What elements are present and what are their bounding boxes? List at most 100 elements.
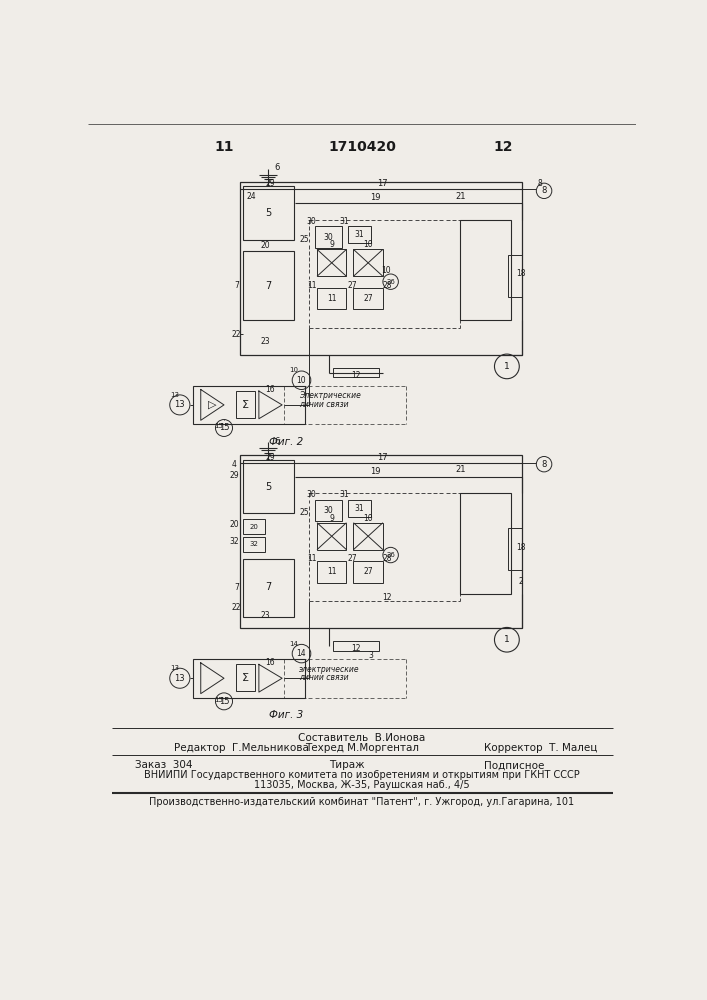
Text: 9: 9: [329, 514, 334, 523]
Text: 15: 15: [218, 424, 229, 432]
Text: 30: 30: [323, 233, 333, 242]
Text: 19: 19: [370, 193, 380, 202]
Bar: [508, 528, 522, 570]
Text: Фиг. 3: Фиг. 3: [269, 710, 303, 720]
Text: 27: 27: [363, 294, 373, 303]
Bar: [354, 288, 383, 309]
Bar: [235, 391, 255, 418]
Text: 17: 17: [378, 453, 388, 462]
Bar: [317, 288, 346, 309]
Text: 30: 30: [306, 217, 315, 226]
Text: 16: 16: [266, 385, 275, 394]
Text: ▷: ▷: [208, 400, 216, 410]
Text: 29: 29: [229, 471, 239, 480]
Bar: [193, 659, 305, 698]
Text: 21: 21: [455, 192, 466, 201]
Text: 113035, Москва, Ж-35, Раушская наб., 4/5: 113035, Москва, Ж-35, Раушская наб., 4/5: [254, 780, 469, 790]
Text: 20: 20: [260, 241, 270, 250]
Text: 9: 9: [329, 240, 334, 249]
Text: 11: 11: [327, 294, 337, 303]
Text: 32: 32: [229, 537, 239, 546]
Bar: [243, 559, 293, 617]
Bar: [243, 537, 265, 552]
Text: 7: 7: [234, 583, 239, 592]
Text: 23: 23: [260, 337, 270, 346]
Text: Фиг. 2: Фиг. 2: [269, 437, 303, 447]
Text: 21: 21: [455, 465, 466, 474]
Text: 5: 5: [265, 208, 271, 218]
Text: электрические: электрические: [299, 665, 360, 674]
Text: Производственно-издательский комбинат "Патент", г. Ужгород, ул.Гагарина, 101: Производственно-издательский комбинат "П…: [149, 797, 575, 807]
Text: 7: 7: [265, 281, 271, 291]
Text: линии связи: линии связи: [299, 400, 349, 409]
Text: 8: 8: [537, 179, 542, 188]
Text: 18: 18: [516, 543, 525, 552]
Text: 27: 27: [347, 281, 357, 290]
Text: 1: 1: [504, 635, 510, 644]
Text: 28: 28: [382, 554, 392, 563]
Text: 31: 31: [339, 217, 349, 226]
Text: Заказ  304: Заказ 304: [135, 760, 192, 770]
Text: 22: 22: [232, 330, 241, 339]
Text: 26: 26: [386, 552, 395, 558]
Bar: [317, 523, 346, 550]
Text: 13: 13: [170, 392, 180, 398]
Bar: [243, 186, 293, 240]
Text: 20: 20: [229, 520, 239, 529]
Bar: [315, 226, 341, 248]
Text: 18: 18: [516, 269, 525, 278]
Text: 16: 16: [266, 658, 275, 667]
Text: 31: 31: [355, 230, 364, 239]
Text: 30: 30: [306, 490, 315, 499]
Text: 11: 11: [308, 281, 317, 290]
Bar: [460, 493, 510, 594]
Text: 14: 14: [289, 641, 298, 647]
Text: Σ: Σ: [241, 673, 248, 683]
Text: 24: 24: [247, 192, 256, 201]
Bar: [317, 249, 346, 276]
Bar: [315, 500, 341, 521]
Text: 8: 8: [542, 186, 547, 195]
Text: 1: 1: [504, 362, 510, 371]
Bar: [354, 249, 383, 276]
Text: 25: 25: [299, 508, 309, 517]
Text: 19: 19: [370, 467, 380, 476]
Bar: [354, 523, 383, 550]
Text: 11: 11: [308, 554, 317, 563]
Text: 20: 20: [250, 524, 259, 530]
Bar: [235, 664, 255, 691]
Text: 2: 2: [518, 578, 523, 586]
Text: 12: 12: [351, 371, 361, 380]
Text: Составитель  В.Ионова: Составитель В.Ионова: [298, 733, 426, 743]
Text: 1710420: 1710420: [328, 140, 396, 154]
Text: 25: 25: [299, 235, 309, 244]
Bar: [348, 226, 371, 243]
Text: 12: 12: [382, 593, 392, 602]
Text: 10: 10: [297, 376, 306, 385]
Text: 11: 11: [214, 140, 234, 154]
Text: Σ: Σ: [241, 400, 248, 410]
Text: 7: 7: [265, 582, 271, 592]
Bar: [460, 220, 510, 320]
Text: 11: 11: [327, 567, 337, 576]
Text: 31: 31: [339, 490, 349, 499]
Text: 3: 3: [369, 651, 374, 660]
Text: 6: 6: [274, 163, 279, 172]
Text: 17: 17: [378, 179, 388, 188]
Text: Тираж: Тираж: [329, 760, 364, 770]
Text: ВНИИПИ Государственного комитета по изобретениям и открытиям при ГКНТ СССР: ВНИИПИ Государственного комитета по изоб…: [144, 770, 580, 780]
Text: 14: 14: [297, 649, 306, 658]
Bar: [243, 460, 293, 513]
Bar: [240, 455, 522, 628]
Text: 15: 15: [214, 423, 223, 429]
Bar: [332, 641, 379, 651]
Text: 23: 23: [260, 611, 270, 620]
Text: 30: 30: [323, 506, 333, 515]
Bar: [348, 500, 371, 517]
Text: линии связи: линии связи: [299, 673, 349, 682]
Text: 5: 5: [265, 482, 271, 492]
Text: 4: 4: [232, 460, 237, 469]
Text: 13: 13: [175, 400, 185, 409]
Text: 32: 32: [250, 541, 259, 547]
Text: 12: 12: [493, 140, 513, 154]
